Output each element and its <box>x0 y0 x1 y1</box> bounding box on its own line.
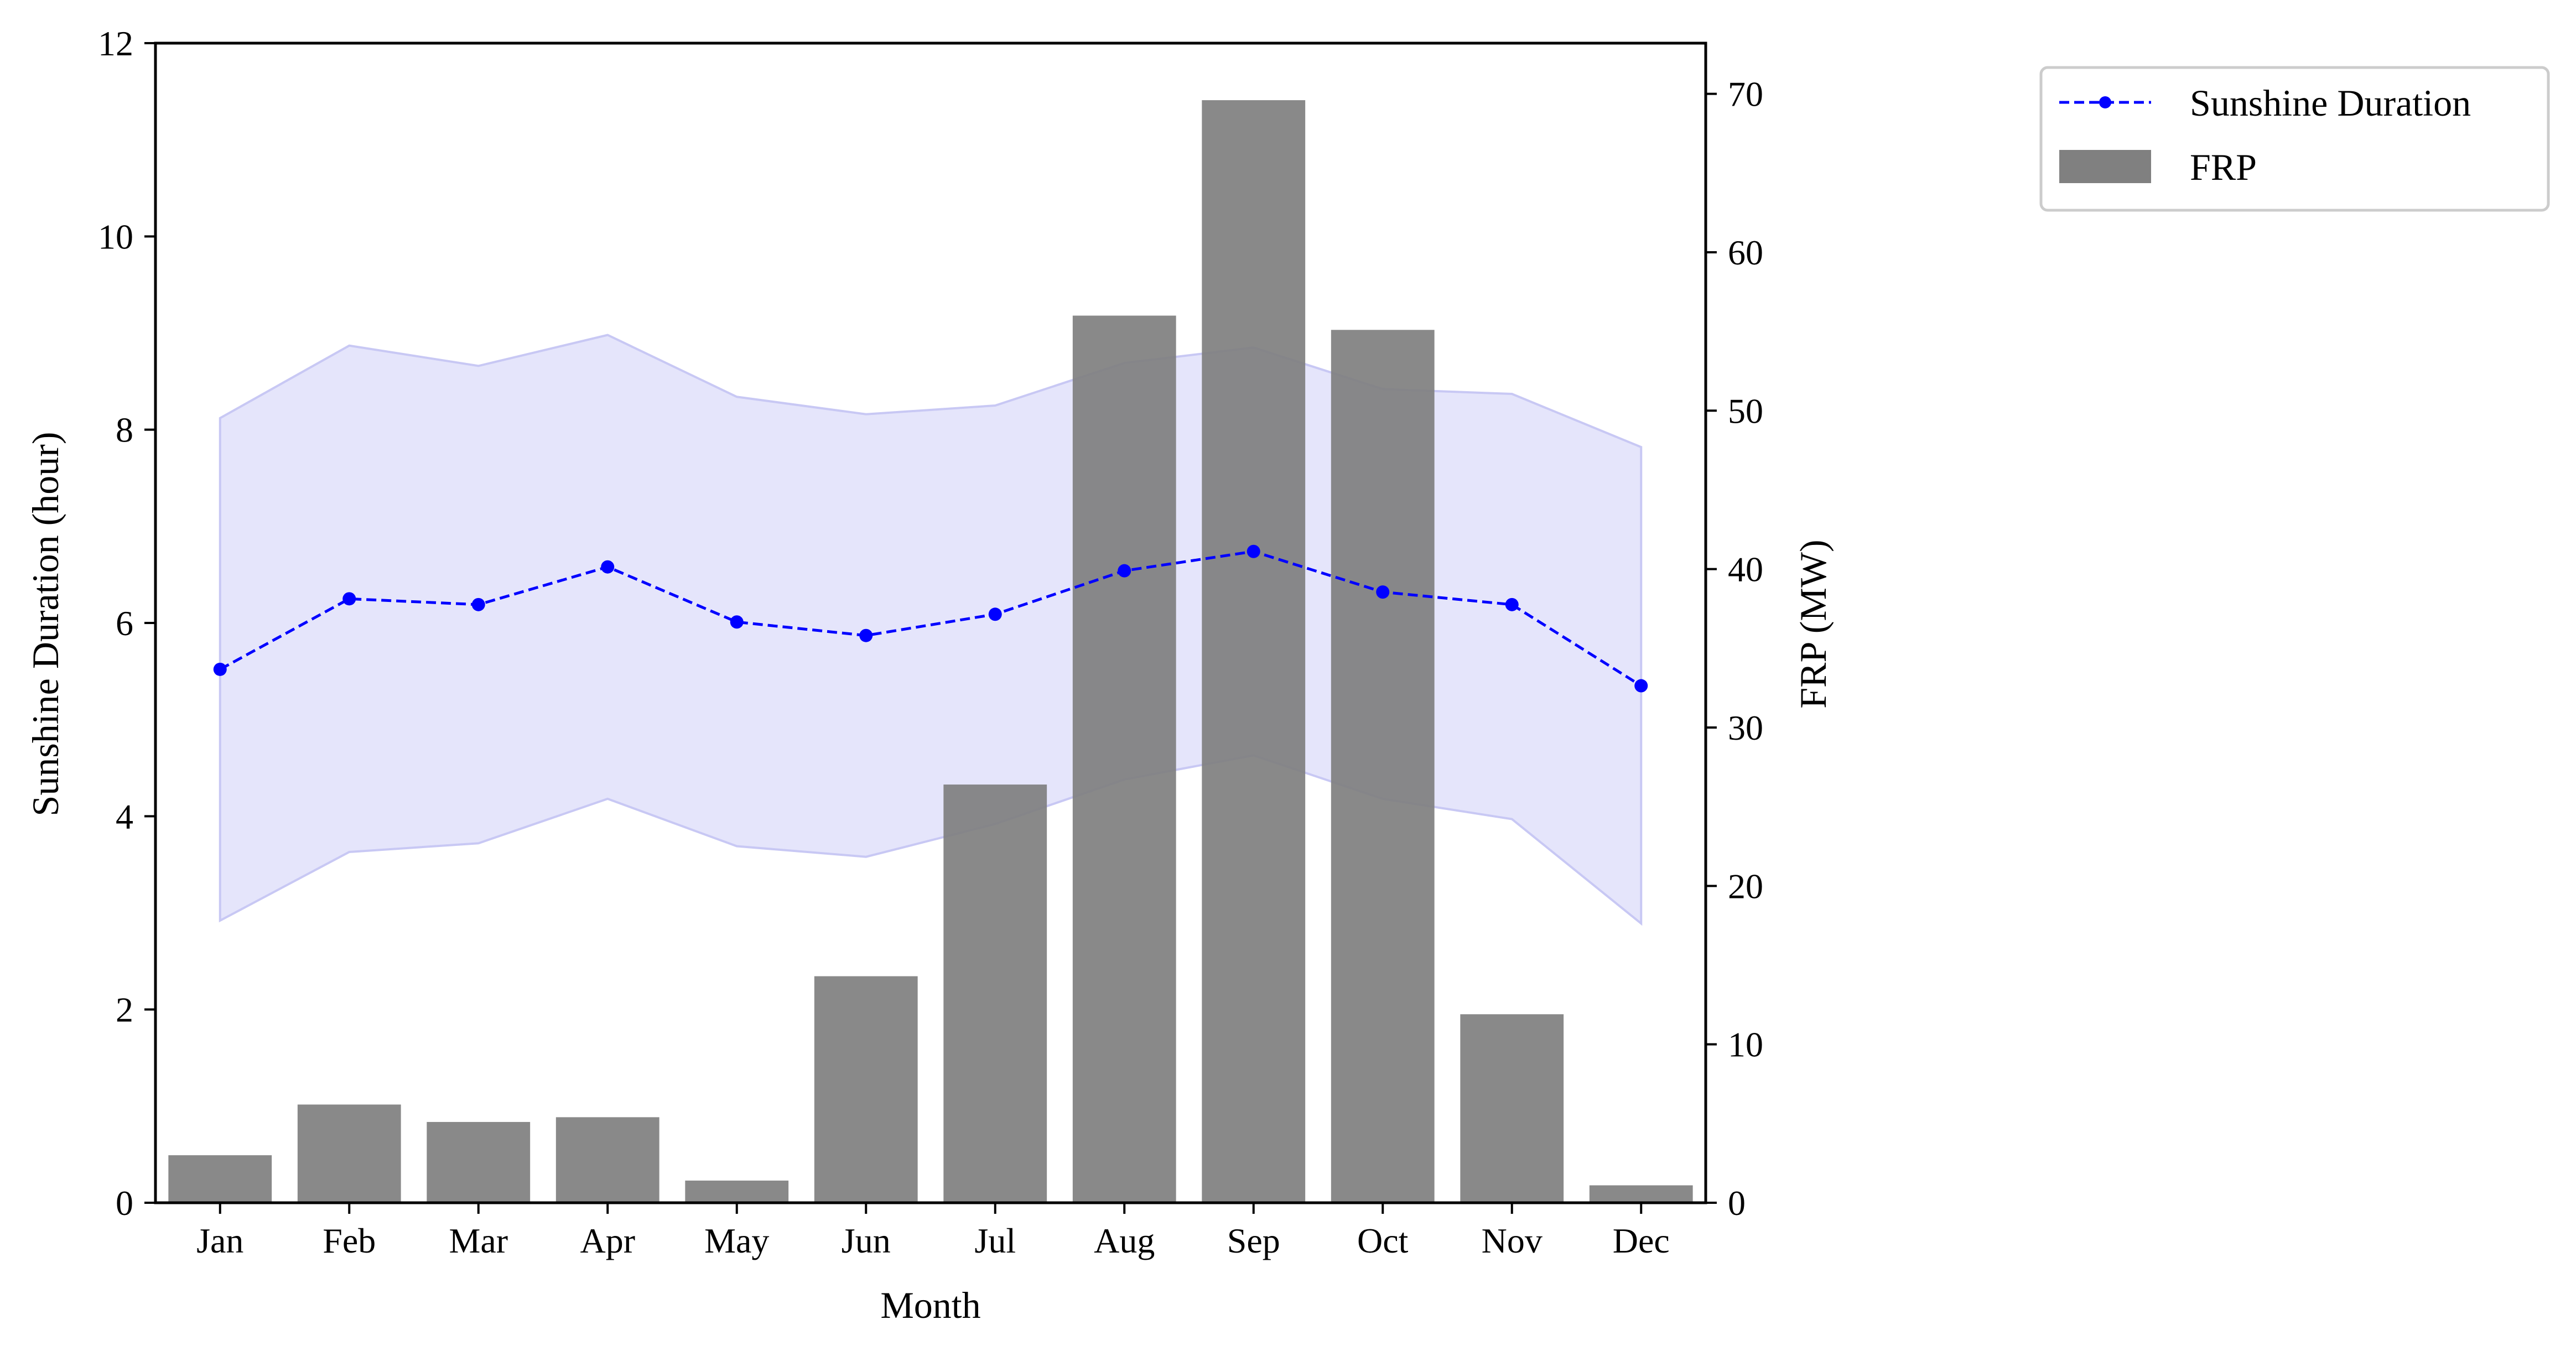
frp-bar-mar <box>427 1121 531 1203</box>
frp-bar-apr <box>555 1117 659 1203</box>
y-left-tick-label: 4 <box>116 797 133 836</box>
y-left-tick-label: 8 <box>116 411 133 450</box>
frp-bar-may <box>685 1180 789 1203</box>
y-right-tick-label: 60 <box>1728 233 1763 272</box>
frp-bar-layer <box>168 100 1693 1203</box>
y-axis-label-left: Sunshine Duration (hour) <box>24 432 66 816</box>
sunshine-point-apr <box>601 560 615 574</box>
y-axis-label-right: FRP (MW) <box>1792 539 1834 708</box>
x-tick-label: Jul <box>974 1221 1016 1260</box>
frp-bar-oct <box>1331 330 1435 1203</box>
sunshine-point-sep <box>1247 544 1260 558</box>
frp-bar-sep <box>1202 100 1306 1203</box>
sunshine-point-dec <box>1634 679 1648 693</box>
sunshine-point-nov <box>1505 598 1519 611</box>
x-tick-label: Sep <box>1227 1221 1280 1260</box>
sunshine-line <box>219 550 1642 687</box>
sunshine-point-aug <box>1118 564 1131 578</box>
x-tick-label: Jun <box>842 1221 891 1260</box>
legend: Sunshine Duration FRP <box>2039 66 2550 212</box>
x-tick-label: Feb <box>323 1221 376 1260</box>
x-tick-label: Oct <box>1357 1221 1409 1260</box>
frp-bar-jan <box>168 1155 272 1203</box>
x-tick-label: Mar <box>449 1221 508 1260</box>
frp-bar-feb <box>297 1104 401 1203</box>
y-left-tick-label: 12 <box>98 24 133 63</box>
x-tick-label: Aug <box>1094 1221 1155 1260</box>
legend-frame <box>2039 66 2550 212</box>
sunshine-point-feb <box>342 592 356 606</box>
x-axis-label: Month <box>880 1284 980 1326</box>
legend-bar-swatch <box>2059 150 2151 183</box>
y-right-tick-label: 0 <box>1728 1183 1746 1223</box>
y-right-tick-label: 20 <box>1728 866 1763 906</box>
sunshine-line-layer <box>213 544 1648 693</box>
y-right-tick-label: 50 <box>1728 391 1763 430</box>
y-right-tick-label: 40 <box>1728 550 1763 589</box>
y-left-tick-label: 2 <box>116 990 133 1030</box>
y-right-tick-label: 70 <box>1728 75 1763 114</box>
sunshine-point-jan <box>213 662 227 676</box>
axes-layer: 0 2 4 6 8 10 12 0 10 20 30 40 50 60 70 Jan Feb Mar Apr May J… <box>98 24 1763 1260</box>
x-tick-label: May <box>704 1221 769 1260</box>
legend-line-marker <box>2099 96 2111 108</box>
x-tick-label: Dec <box>1613 1221 1670 1260</box>
frp-bar-aug <box>1072 315 1176 1203</box>
x-tick-label: Jan <box>196 1221 243 1260</box>
sunshine-point-mar <box>471 598 485 611</box>
y-left-tick-label: 10 <box>98 217 133 256</box>
sunshine-point-jun <box>859 628 873 642</box>
legend-label-sunshine: Sunshine Duration <box>2190 82 2471 124</box>
sunshine-point-jul <box>988 607 1002 621</box>
y-left-tick-label: 6 <box>116 604 133 643</box>
y-left-tick-label: 0 <box>116 1183 133 1223</box>
frp-bar-dec <box>1589 1185 1693 1203</box>
frp-bar-nov <box>1460 1014 1564 1203</box>
frp-bar-jun <box>814 976 918 1203</box>
y-right-tick-label: 30 <box>1728 708 1763 747</box>
y-right-tick-label: 10 <box>1728 1025 1763 1064</box>
frp-bar-jul <box>943 784 1047 1203</box>
legend-label-frp: FRP <box>2190 146 2257 188</box>
x-tick-label: Nov <box>1482 1221 1543 1260</box>
sunshine-point-oct <box>1376 585 1390 599</box>
x-tick-label: Apr <box>580 1221 635 1260</box>
sunshine-point-may <box>730 615 744 629</box>
